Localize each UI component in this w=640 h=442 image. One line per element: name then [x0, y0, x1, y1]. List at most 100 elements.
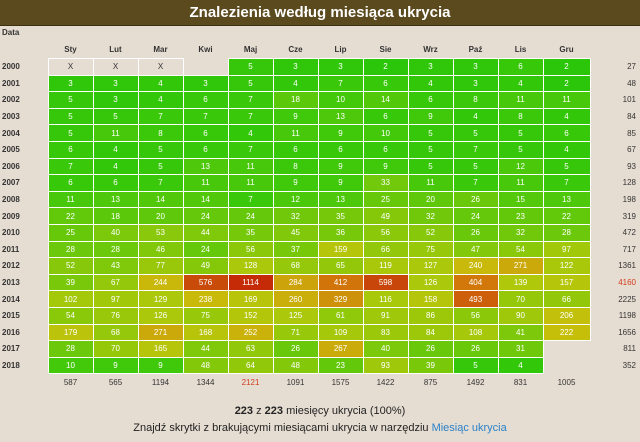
month-cell[interactable]: 28 [542, 223, 591, 242]
month-cell[interactable]: 66 [542, 290, 591, 308]
month-cell[interactable]: 75 [182, 306, 229, 325]
month-cell[interactable]: 44 [182, 340, 229, 358]
month-cell[interactable]: 7 [47, 157, 94, 176]
month-cell[interactable]: 5 [47, 124, 94, 142]
month-cell[interactable]: 7 [182, 107, 229, 126]
hidden-month-tool-link[interactable]: Miesiąc ukrycia [431, 422, 507, 434]
month-cell[interactable]: 493 [452, 290, 499, 308]
month-cell[interactable]: 48 [182, 356, 229, 375]
month-cell[interactable]: 5 [407, 124, 454, 142]
month-cell[interactable]: 3 [452, 74, 499, 93]
month-cell[interactable]: 52 [47, 257, 94, 275]
month-cell[interactable]: 7 [227, 91, 274, 109]
month-cell[interactable]: 6 [362, 140, 409, 159]
month-cell[interactable]: 159 [317, 240, 364, 259]
month-cell[interactable]: 90 [497, 306, 544, 325]
month-cell[interactable]: 3 [452, 58, 499, 76]
month-cell[interactable]: 7 [452, 140, 499, 159]
month-cell[interactable]: 5 [452, 157, 499, 176]
month-cell[interactable]: 284 [272, 273, 319, 292]
month-cell[interactable]: 3 [47, 74, 94, 93]
month-cell[interactable]: 11 [407, 174, 454, 192]
month-cell[interactable]: 404 [452, 273, 499, 292]
month-cell[interactable]: 9 [137, 356, 184, 375]
month-cell[interactable]: 91 [362, 306, 409, 325]
month-cell[interactable]: 329 [317, 290, 364, 308]
month-cell[interactable]: 9 [92, 356, 139, 375]
month-cell[interactable]: 9 [272, 107, 319, 126]
month-cell[interactable]: 3 [317, 58, 364, 76]
month-cell[interactable]: 7 [227, 190, 274, 209]
month-cell[interactable]: 71 [272, 323, 319, 342]
month-cell[interactable]: 20 [137, 207, 184, 225]
month-cell[interactable]: 252 [227, 323, 274, 342]
month-cell[interactable]: 6 [182, 91, 229, 109]
month-cell[interactable]: 46 [137, 240, 184, 259]
month-cell[interactable]: 40 [362, 340, 409, 358]
month-cell[interactable]: 54 [47, 306, 94, 325]
month-cell[interactable]: 6 [317, 140, 364, 159]
month-cell[interactable]: 8 [452, 91, 499, 109]
month-cell[interactable]: 76 [92, 306, 139, 325]
month-cell[interactable]: 36 [317, 223, 364, 242]
month-cell[interactable]: 9 [317, 124, 364, 142]
month-cell[interactable]: 3 [272, 58, 319, 76]
month-cell[interactable]: 44 [182, 223, 229, 242]
month-cell[interactable]: 49 [362, 207, 409, 225]
month-cell[interactable]: 2 [542, 58, 591, 76]
month-cell[interactable]: 70 [92, 340, 139, 358]
month-cell[interactable]: 116 [362, 290, 409, 308]
month-cell[interactable]: 157 [542, 273, 591, 292]
month-cell[interactable]: 8 [497, 107, 544, 126]
month-cell[interactable]: 39 [407, 356, 454, 375]
month-cell[interactable]: 9 [362, 157, 409, 176]
month-cell[interactable]: 4 [137, 74, 184, 93]
month-cell[interactable]: 11 [497, 91, 544, 109]
month-cell[interactable]: 5 [452, 356, 499, 375]
month-cell[interactable]: 238 [182, 290, 229, 308]
month-cell[interactable]: 97 [92, 290, 139, 308]
month-cell[interactable]: 28 [92, 240, 139, 259]
month-cell[interactable]: 11 [272, 124, 319, 142]
month-cell[interactable]: 12 [272, 190, 319, 209]
month-cell[interactable]: 52 [407, 223, 454, 242]
month-cell[interactable]: 271 [137, 323, 184, 342]
month-cell[interactable]: 70 [497, 290, 544, 308]
month-cell[interactable]: 5 [497, 140, 544, 159]
month-cell[interactable]: 5 [452, 124, 499, 142]
month-cell[interactable]: 15 [497, 190, 544, 209]
month-cell[interactable]: 6 [47, 174, 94, 192]
month-cell[interactable]: 126 [137, 306, 184, 325]
month-cell[interactable]: 93 [362, 356, 409, 375]
month-cell[interactable]: 3 [182, 74, 229, 93]
month-cell[interactable]: 5 [497, 124, 544, 142]
month-cell[interactable]: 12 [497, 157, 544, 176]
month-cell[interactable]: 25 [47, 223, 94, 242]
month-cell[interactable]: 6 [407, 91, 454, 109]
month-cell[interactable]: 7 [137, 174, 184, 192]
month-cell[interactable]: 13 [542, 190, 591, 209]
month-cell[interactable]: 45 [272, 223, 319, 242]
month-cell[interactable]: 13 [92, 190, 139, 209]
month-cell[interactable]: 13 [182, 157, 229, 176]
month-cell[interactable]: 11 [227, 157, 274, 176]
month-cell[interactable]: 4 [92, 157, 139, 176]
month-cell[interactable]: 56 [362, 223, 409, 242]
month-cell[interactable]: 7 [227, 140, 274, 159]
month-cell[interactable]: 65 [317, 257, 364, 275]
month-cell[interactable]: 22 [47, 207, 94, 225]
month-cell[interactable]: 128 [227, 257, 274, 275]
month-cell[interactable]: 125 [272, 306, 319, 325]
month-cell[interactable]: 77 [137, 257, 184, 275]
month-cell[interactable]: 43 [92, 257, 139, 275]
month-cell[interactable]: 4 [227, 124, 274, 142]
month-cell[interactable]: 61 [317, 306, 364, 325]
month-cell[interactable]: 4 [542, 107, 591, 126]
month-cell[interactable]: 2 [542, 74, 591, 93]
month-cell[interactable]: 67 [92, 273, 139, 292]
month-cell[interactable]: 11 [497, 174, 544, 192]
month-cell[interactable]: 152 [227, 306, 274, 325]
month-cell[interactable]: 75 [407, 240, 454, 259]
month-cell[interactable]: 271 [497, 257, 544, 275]
month-cell[interactable]: 10 [47, 356, 94, 375]
